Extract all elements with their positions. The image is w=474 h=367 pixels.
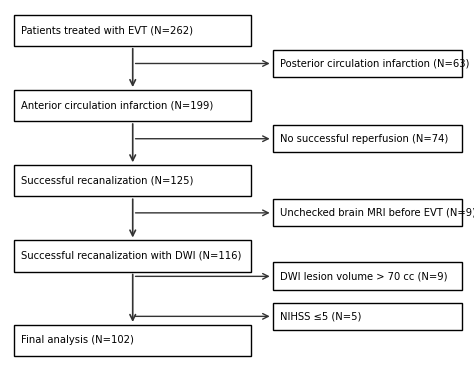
FancyBboxPatch shape [273, 262, 462, 290]
Text: No successful reperfusion (N=74): No successful reperfusion (N=74) [280, 134, 448, 143]
Text: NIHSS ≤5 (N=5): NIHSS ≤5 (N=5) [280, 312, 361, 321]
FancyBboxPatch shape [14, 90, 251, 121]
FancyBboxPatch shape [273, 125, 462, 152]
FancyBboxPatch shape [14, 240, 251, 272]
FancyBboxPatch shape [14, 165, 251, 196]
Text: Final analysis (N=102): Final analysis (N=102) [21, 335, 134, 345]
Text: DWI lesion volume > 70 cc (N=9): DWI lesion volume > 70 cc (N=9) [280, 271, 447, 281]
FancyBboxPatch shape [273, 303, 462, 330]
Text: Successful recanalization with DWI (N=116): Successful recanalization with DWI (N=11… [21, 251, 242, 261]
FancyBboxPatch shape [273, 199, 462, 226]
Text: Successful recanalization (N=125): Successful recanalization (N=125) [21, 176, 194, 186]
Text: Unchecked brain MRI before EVT (N=9): Unchecked brain MRI before EVT (N=9) [280, 208, 474, 218]
FancyBboxPatch shape [273, 50, 462, 77]
FancyBboxPatch shape [14, 15, 251, 46]
FancyBboxPatch shape [14, 325, 251, 356]
Text: Patients treated with EVT (N=262): Patients treated with EVT (N=262) [21, 25, 193, 35]
Text: Posterior circulation infarction (N=63): Posterior circulation infarction (N=63) [280, 58, 469, 68]
Text: Anterior circulation infarction (N=199): Anterior circulation infarction (N=199) [21, 101, 214, 110]
